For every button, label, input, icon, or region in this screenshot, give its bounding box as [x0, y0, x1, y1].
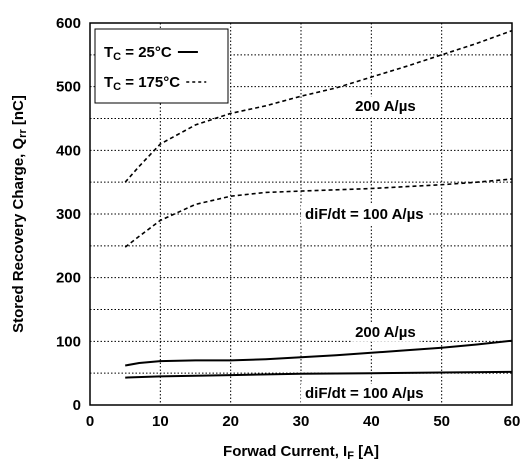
- y-axis-label-sub: rr: [17, 129, 29, 138]
- annotation-bg: [351, 96, 420, 116]
- annotations: 200 A/µs diF/dt = 100 A/µs 200 A/µs diF/dt …: [301, 96, 428, 403]
- x-tick-label: 0: [86, 413, 94, 430]
- y-tick-label: 300: [56, 206, 81, 223]
- x-tick-label: 50: [433, 413, 450, 430]
- y-axis-label-main: Stored Recovery Charge, Q: [10, 138, 27, 333]
- legend-label: TC = 175°C: [104, 74, 180, 93]
- series-line-2: [124, 178, 513, 248]
- annotation-bg: [351, 322, 420, 342]
- legend-label: TC = 25°C: [104, 44, 172, 63]
- legend-label-sub: C: [113, 81, 121, 93]
- x-tick-label: 30: [293, 413, 310, 430]
- x-tick-label: 40: [363, 413, 380, 430]
- x-axis-label: Forwad Current, IF [A]: [223, 443, 379, 460]
- annotation: 200 A/µs: [351, 96, 420, 116]
- x-axis-label-sub: F: [347, 450, 354, 460]
- y-axis-label: Stored Recovery Charge, Qrr [nC]: [10, 95, 29, 333]
- legend-label-main: T: [104, 44, 113, 61]
- y-tick-label: 400: [56, 142, 81, 159]
- series-line-3: [125, 339, 513, 367]
- y-tick-label: 500: [56, 79, 81, 96]
- plot-frame: [89, 22, 513, 406]
- legend-label-sub: C: [113, 51, 121, 63]
- series-line-4: [125, 370, 513, 379]
- y-tick-label: 200: [56, 270, 81, 287]
- legend-label-rest: = 175°C: [121, 74, 180, 91]
- y-tick-label: 0: [73, 397, 81, 414]
- y-axis-label-unit: [nC]: [10, 95, 27, 129]
- y-tick-label: 600: [56, 15, 81, 32]
- annotation-text: diF/dt = 100 A/µs: [305, 206, 424, 223]
- y-tick-label: 100: [56, 333, 81, 350]
- legend-box: [94, 28, 229, 104]
- annotation: diF/dt = 100 A/µs: [301, 383, 428, 403]
- legend-label-main: T: [104, 74, 113, 91]
- annotation-text: diF/dt = 100 A/µs: [305, 385, 424, 402]
- annotation-bg: [301, 383, 428, 403]
- x-axis-label-unit: [A]: [354, 443, 379, 460]
- x-axis-label-main: Forwad Current, I: [223, 443, 347, 460]
- x-tick-label: 60: [504, 413, 521, 430]
- x-tick-label: 20: [222, 413, 239, 430]
- legend-label-rest: = 25°C: [121, 44, 172, 61]
- annotation: 200 A/µs: [351, 322, 420, 342]
- series-line-1: [124, 29, 513, 183]
- x-tick-label: 10: [152, 413, 169, 430]
- annotation-bg: [301, 205, 428, 224]
- annotation-text: 200 A/µs: [355, 324, 416, 341]
- series-group: [124, 29, 513, 379]
- annotation: diF/dt = 100 A/µs: [301, 205, 428, 224]
- annotation-text: 200 A/µs: [355, 98, 416, 115]
- legend: TC = 25°CTC = 175°C: [94, 28, 229, 104]
